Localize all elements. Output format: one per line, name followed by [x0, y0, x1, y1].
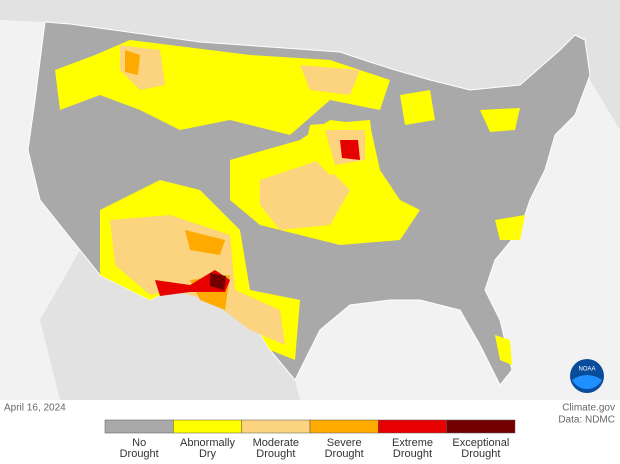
- legend-label: Exceptional: [452, 437, 509, 449]
- legend-label: No: [132, 437, 146, 449]
- legend-label: Moderate: [253, 437, 299, 449]
- legend-label: Drought: [393, 448, 432, 460]
- legend-label: Drought: [461, 448, 500, 460]
- drought-area: [480, 108, 520, 132]
- drought-area: [185, 230, 225, 255]
- drought-area: [210, 273, 226, 290]
- drought-area: [400, 90, 435, 125]
- legend-swatch: [104, 419, 174, 434]
- legend-label: Abnormally: [180, 437, 236, 449]
- drought-area: [495, 335, 512, 365]
- legend-label: Drought: [256, 448, 295, 460]
- legend-swatch: [241, 419, 311, 434]
- drought-area: [300, 65, 360, 95]
- drought-areas: [55, 40, 525, 365]
- date: April 16, 2024: [4, 403, 66, 414]
- legend-label: Dry: [199, 448, 217, 460]
- legend-label: Drought: [325, 448, 364, 460]
- legend-swatch: [309, 419, 379, 434]
- drought-area: [125, 50, 140, 75]
- legend-swatch: [378, 419, 447, 434]
- legend: NoDroughtAbnormallyDryModerateDroughtSev…: [104, 419, 516, 460]
- logo-text: NOAA: [578, 367, 595, 373]
- noaa-logo: NOAA: [570, 359, 604, 393]
- drought-area: [495, 215, 525, 240]
- legend-swatch: [173, 419, 242, 434]
- legend-label: Drought: [120, 448, 159, 460]
- mexico: [40, 250, 300, 400]
- legend-swatch: [446, 419, 516, 434]
- drought-area: [340, 140, 360, 160]
- legend-label: Extreme: [392, 437, 433, 449]
- source: Climate.gov: [562, 403, 615, 414]
- legend-label: Severe: [327, 437, 362, 449]
- logo-wave: [572, 375, 602, 389]
- data-credit: Data: NDMC: [558, 415, 615, 426]
- drought-area: [260, 160, 350, 230]
- canada: [0, 0, 620, 130]
